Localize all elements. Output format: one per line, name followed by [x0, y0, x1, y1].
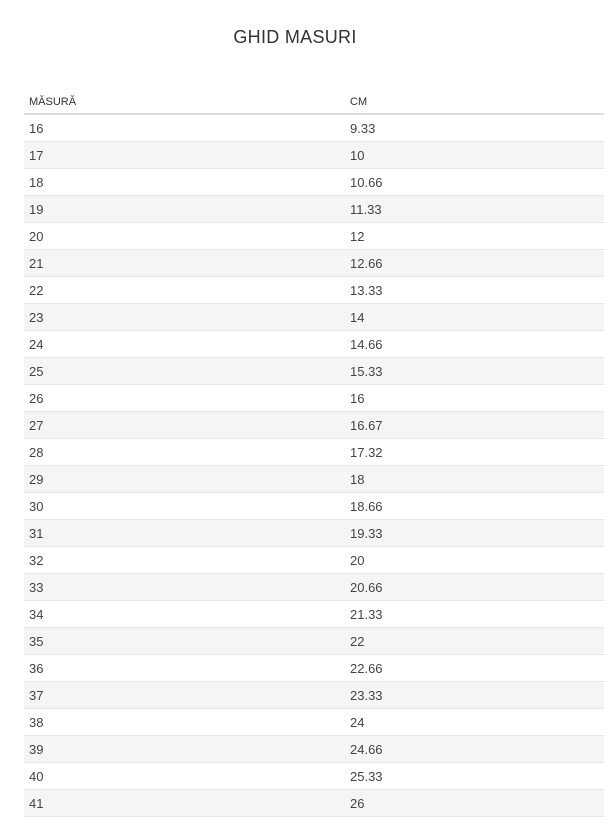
size-cell: 36	[24, 654, 345, 682]
table-row: 27 16.67	[24, 411, 604, 439]
page-title: GHID MASURI	[233, 27, 357, 47]
table-row: 20 12	[24, 222, 604, 250]
table-row: 30 18.66	[24, 492, 604, 520]
size-cell: 30	[24, 492, 345, 520]
table-row: 21 12.66	[24, 249, 604, 277]
size-cell: 35	[24, 627, 345, 655]
cm-cell: 10.66	[345, 168, 604, 196]
cm-cell: 20.66	[345, 573, 604, 601]
size-cell: 31	[24, 519, 345, 547]
table-row: 22 13.33	[24, 276, 604, 304]
cm-cell: 21.33	[345, 600, 604, 628]
size-cell: 38	[24, 708, 345, 736]
column-header-cm: CM	[345, 91, 604, 115]
cm-cell: 14	[345, 303, 604, 331]
column-header-size: MĂSURĂ	[24, 91, 345, 115]
cm-cell: 10	[345, 141, 604, 169]
cm-cell: 22.66	[345, 654, 604, 682]
table-row: 32 20	[24, 546, 604, 574]
cm-cell: 11.33	[345, 195, 604, 223]
table-header-row: MĂSURĂ CM	[24, 91, 604, 115]
cm-cell: 15.33	[345, 357, 604, 385]
table-row: 17 10	[24, 141, 604, 169]
table-row: 26 16	[24, 384, 604, 412]
size-cell: 27	[24, 411, 345, 439]
table-row: 18 10.66	[24, 168, 604, 196]
cm-cell: 18.66	[345, 492, 604, 520]
table-row: 39 24.66	[24, 735, 604, 763]
size-guide-table: MĂSURĂ CM 16 9.33 17 10 18 10.66 19 11.33 20 12 21…	[24, 91, 604, 817]
table-row: 24 14.66	[24, 330, 604, 358]
table-row: 35 22	[24, 627, 604, 655]
size-cell: 17	[24, 141, 345, 169]
table-row: 40 25.33	[24, 762, 604, 790]
table-row: 31 19.33	[24, 519, 604, 547]
table-row: 28 17.32	[24, 438, 604, 466]
table-row: 38 24	[24, 708, 604, 736]
table-row: 19 11.33	[24, 195, 604, 223]
size-cell: 26	[24, 384, 345, 412]
cm-cell: 16	[345, 384, 604, 412]
size-cell: 19	[24, 195, 345, 223]
table-row: 29 18	[24, 465, 604, 493]
cm-cell: 13.33	[345, 276, 604, 304]
size-cell: 40	[24, 762, 345, 790]
cm-cell: 19.33	[345, 519, 604, 547]
size-cell: 28	[24, 438, 345, 466]
table-row: 34 21.33	[24, 600, 604, 628]
cm-cell: 12.66	[345, 249, 604, 277]
size-cell: 34	[24, 600, 345, 628]
size-cell: 16	[24, 114, 345, 142]
size-cell: 24	[24, 330, 345, 358]
cm-cell: 12	[345, 222, 604, 250]
cm-cell: 23.33	[345, 681, 604, 709]
size-cell: 29	[24, 465, 345, 493]
table-row: 33 20.66	[24, 573, 604, 601]
size-cell: 18	[24, 168, 345, 196]
cm-cell: 24	[345, 708, 604, 736]
table-row: 37 23.33	[24, 681, 604, 709]
size-cell: 21	[24, 249, 345, 277]
table-row: 23 14	[24, 303, 604, 331]
table-row: 41 26	[24, 789, 604, 817]
size-cell: 25	[24, 357, 345, 385]
cm-cell: 24.66	[345, 735, 604, 763]
cm-cell: 14.66	[345, 330, 604, 358]
table-row: 16 9.33	[24, 114, 604, 142]
size-cell: 23	[24, 303, 345, 331]
size-cell: 39	[24, 735, 345, 763]
cm-cell: 17.32	[345, 438, 604, 466]
cm-cell: 26	[345, 789, 604, 817]
cm-cell: 22	[345, 627, 604, 655]
cm-cell: 9.33	[345, 114, 604, 142]
size-cell: 37	[24, 681, 345, 709]
table-row: 25 15.33	[24, 357, 604, 385]
size-cell: 32	[24, 546, 345, 574]
table-row: 36 22.66	[24, 654, 604, 682]
size-cell: 41	[24, 789, 345, 817]
size-cell: 22	[24, 276, 345, 304]
cm-cell: 20	[345, 546, 604, 574]
cm-cell: 18	[345, 465, 604, 493]
size-cell: 20	[24, 222, 345, 250]
cm-cell: 16.67	[345, 411, 604, 439]
cm-cell: 25.33	[345, 762, 604, 790]
size-cell: 33	[24, 573, 345, 601]
